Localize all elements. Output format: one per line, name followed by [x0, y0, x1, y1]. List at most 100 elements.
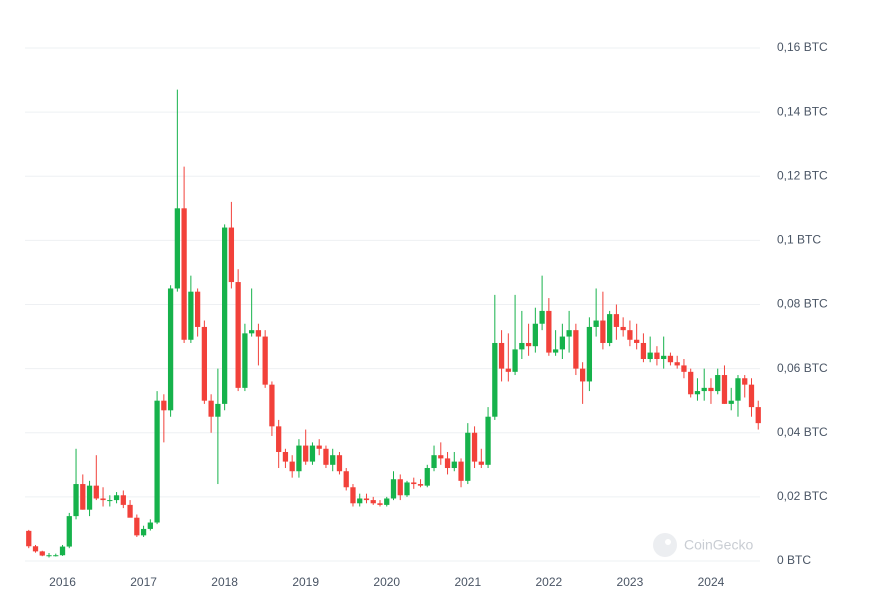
candle-body: [93, 485, 99, 499]
candle-body: [573, 330, 579, 369]
candle-body: [667, 355, 674, 363]
x-tick-label: 2016: [49, 575, 76, 589]
candle-body: [384, 498, 390, 505]
x-tick-label: 2018: [211, 575, 238, 589]
candle-body: [634, 339, 640, 343]
candle-body: [640, 342, 647, 360]
candle-body: [742, 378, 748, 385]
candle-body: [309, 445, 316, 462]
candle-body: [512, 349, 518, 372]
candle-body: [552, 349, 559, 353]
candle-body: [370, 500, 376, 504]
candle-body: [471, 432, 478, 462]
candle-body: [377, 503, 383, 505]
candle-body: [755, 407, 761, 424]
candle-body: [154, 400, 160, 523]
candle-body: [404, 482, 410, 496]
candle-body: [694, 391, 701, 395]
candle-body: [147, 522, 153, 529]
candle-body: [431, 455, 437, 469]
candle-body: [113, 495, 120, 501]
candle-body: [735, 378, 741, 401]
candle-body: [26, 530, 32, 547]
candle-body: [411, 482, 417, 485]
candle-body: [161, 400, 167, 411]
y-tick-label: 0,08 BTC: [777, 297, 828, 311]
candle-body: [350, 487, 356, 504]
candle-body: [120, 495, 126, 505]
candle-body: [600, 320, 606, 343]
candle-body: [715, 375, 721, 392]
candle-body: [336, 455, 343, 472]
candle-body: [201, 326, 208, 401]
candle-body: [330, 455, 336, 465]
candle-body: [59, 546, 66, 556]
candle-body: [107, 500, 113, 502]
candle-body: [701, 387, 707, 392]
candle-body: [181, 208, 187, 340]
candle-body: [140, 528, 147, 536]
candle-body: [194, 291, 201, 327]
y-tick-label: 0,16 BTC: [777, 40, 828, 54]
candle-body: [566, 330, 572, 337]
candle-body: [222, 227, 228, 404]
candle-body: [276, 426, 282, 452]
candle-body: [242, 333, 248, 388]
candle-body: [721, 375, 728, 404]
candle-body: [363, 498, 370, 501]
candle-body: [269, 384, 275, 427]
candle-body: [688, 371, 694, 395]
candle-body: [674, 362, 680, 366]
x-tick-label: 2022: [536, 575, 563, 589]
candle-body: [66, 516, 72, 547]
candle-body: [397, 479, 403, 496]
x-tick-label: 2019: [292, 575, 319, 589]
candle-body: [167, 288, 174, 411]
candle-body: [505, 368, 511, 372]
candle-body: [80, 484, 86, 510]
candle-body: [613, 314, 620, 327]
candle-body: [579, 368, 586, 382]
y-tick-label: 0 BTC: [777, 553, 811, 567]
candle-body: [296, 445, 302, 472]
candle-body: [46, 555, 52, 557]
x-tick-label: 2023: [617, 575, 644, 589]
x-tick-label: 2017: [130, 575, 157, 589]
candle-body: [53, 555, 59, 557]
candle-body: [323, 448, 329, 465]
candle-body: [303, 445, 309, 462]
candle-body: [559, 336, 565, 350]
candle-body: [289, 461, 295, 472]
candle-body: [282, 451, 289, 462]
candle-body: [478, 461, 484, 465]
y-tick-label: 0,14 BTC: [777, 104, 828, 118]
candle-body: [39, 551, 45, 556]
y-tick-label: 0,06 BTC: [777, 361, 828, 375]
candle-body: [647, 352, 653, 360]
candle-body: [188, 291, 194, 340]
candle-body: [215, 403, 221, 417]
candle-body: [86, 485, 93, 510]
candle-body: [519, 342, 525, 350]
x-tick-label: 2024: [698, 575, 725, 589]
candle-body: [424, 468, 430, 486]
candle-body: [235, 282, 241, 388]
candle-body: [417, 484, 424, 486]
candle-body: [343, 471, 349, 488]
candle-body: [607, 314, 613, 343]
candle-body: [174, 208, 180, 289]
candle-body: [127, 504, 133, 518]
x-tick-label: 2020: [373, 575, 400, 589]
candle-body: [654, 352, 660, 360]
x-tick-label: 2021: [454, 575, 481, 589]
candle-body: [255, 330, 262, 337]
candle-body: [593, 320, 599, 327]
candle-body: [73, 484, 79, 517]
candle-body: [100, 498, 106, 501]
candle-body: [539, 310, 545, 324]
candle-body: [661, 355, 667, 360]
candle-body: [228, 227, 235, 283]
candle-body: [249, 330, 255, 334]
candle-body: [708, 387, 714, 392]
